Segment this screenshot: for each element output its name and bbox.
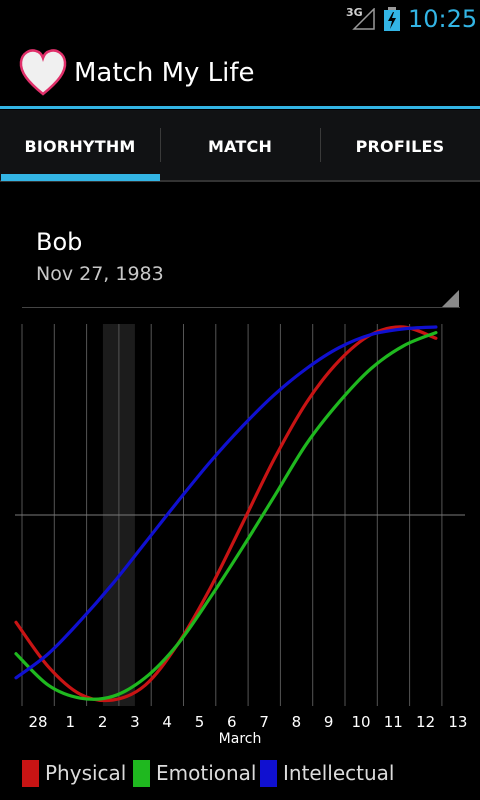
x-month-label: March <box>219 731 262 747</box>
tab-separator <box>160 128 161 162</box>
spinner-underline <box>22 307 460 308</box>
tab-profiles[interactable]: PROFILES <box>355 136 445 156</box>
x-tick-label: 8 <box>292 713 302 731</box>
series-line-intellectual <box>14 325 438 680</box>
x-tick-label: 4 <box>162 713 172 731</box>
legend-item-intellectual: Intellectual <box>260 755 394 791</box>
action-bar-divider <box>0 106 480 109</box>
x-tick-label: 5 <box>195 713 205 731</box>
tab-biorhythm[interactable]: BIORHYTHM <box>24 136 136 156</box>
series-line-physical <box>14 325 438 703</box>
spinner-dropdown-icon[interactable] <box>440 290 460 308</box>
legend-label-intellectual: Intellectual <box>283 761 395 785</box>
profile-birthdate[interactable]: Nov 27, 1983 <box>36 263 164 285</box>
x-tick-label: 2 <box>98 713 108 731</box>
tab-match[interactable]: MATCH <box>207 136 273 156</box>
legend-swatch-physical <box>22 759 39 787</box>
x-tick-label: 3 <box>130 713 140 731</box>
x-tick-label: 13 <box>448 713 467 731</box>
tab-selected-indicator <box>1 174 160 181</box>
heart-icon[interactable] <box>18 48 68 98</box>
network-type-label: 3G <box>346 6 363 19</box>
x-tick-label: 6 <box>227 713 237 731</box>
battery-charging-icon <box>384 7 400 31</box>
x-tick-label: 7 <box>259 713 269 731</box>
series-line-emotional <box>14 331 438 701</box>
legend-item-physical: Physical <box>22 755 126 791</box>
status-bar: 3G 10:25 <box>0 0 480 38</box>
profile-name[interactable]: Bob <box>36 228 83 256</box>
action-bar: Match My Life <box>0 38 480 108</box>
legend-swatch-intellectual <box>260 759 277 787</box>
app-title: Match My Life <box>74 58 255 88</box>
signal-icon <box>352 8 375 30</box>
x-tick-label: 1 <box>66 713 76 731</box>
legend-label-emotional: Emotional <box>156 761 257 785</box>
x-tick-label: 10 <box>351 713 370 731</box>
x-tick-label: 12 <box>416 713 435 731</box>
tab-bar: BIORHYTHM MATCH PROFILES <box>0 110 480 182</box>
x-tick-label: 9 <box>324 713 334 731</box>
x-tick-label: 11 <box>384 713 403 731</box>
chart-legend: Physical Emotional Intellectual <box>0 755 480 791</box>
x-tick-label: 28 <box>28 713 47 731</box>
legend-swatch-emotional <box>133 759 150 787</box>
clock: 10:25 <box>408 5 478 33</box>
legend-item-emotional: Emotional <box>133 755 256 791</box>
legend-label-physical: Physical <box>45 761 127 785</box>
tab-separator <box>320 128 321 162</box>
